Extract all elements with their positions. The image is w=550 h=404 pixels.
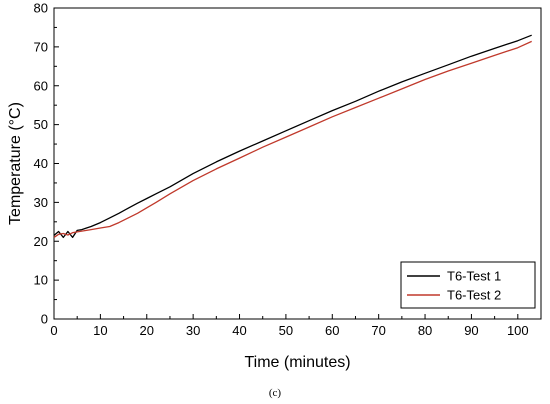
- x-tick-label: 90: [464, 323, 478, 338]
- x-tick-label: 20: [140, 323, 154, 338]
- x-tick-label: 70: [371, 323, 385, 338]
- figure-caption: (c): [269, 387, 282, 399]
- series-line-1: [53, 34, 532, 239]
- y-axis-ticks: 0 10 20 30 40 50 60 70 80: [34, 1, 59, 327]
- y-tick-label: 50: [34, 117, 48, 132]
- y-tick-label: 10: [34, 273, 48, 288]
- y-axis-label: Temperature (°C): [7, 102, 24, 225]
- y-tick-label: 60: [34, 78, 48, 93]
- x-tick-label: 10: [93, 323, 107, 338]
- series-line-2: [53, 40, 532, 238]
- x-tick-label: 50: [279, 323, 293, 338]
- x-tick-label: 100: [507, 323, 529, 338]
- y-tick-label: 30: [34, 195, 48, 210]
- legend: T6-Test 1 T6-Test 2: [400, 261, 536, 309]
- x-axis-ticks: 0 10 20 30 40 50 60 70 80 90 100: [50, 314, 529, 338]
- y-tick-label: 40: [34, 156, 48, 171]
- series-lines: [53, 34, 532, 239]
- x-tick-label: 80: [418, 323, 432, 338]
- legend-label-2: T6-Test 2: [447, 288, 501, 303]
- y-tick-label: 80: [34, 1, 48, 16]
- x-tick-label: 30: [186, 323, 200, 338]
- legend-box: [400, 261, 536, 309]
- x-tick-label: 0: [50, 323, 57, 338]
- y-tick-label: 70: [34, 39, 48, 54]
- y-tick-label: 20: [34, 234, 48, 249]
- x-axis-label: Time (minutes): [244, 354, 350, 371]
- x-tick-label: 40: [232, 323, 246, 338]
- legend-label-1: T6-Test 1: [447, 269, 501, 284]
- y-tick-label: 0: [41, 312, 48, 327]
- x-tick-label: 60: [325, 323, 339, 338]
